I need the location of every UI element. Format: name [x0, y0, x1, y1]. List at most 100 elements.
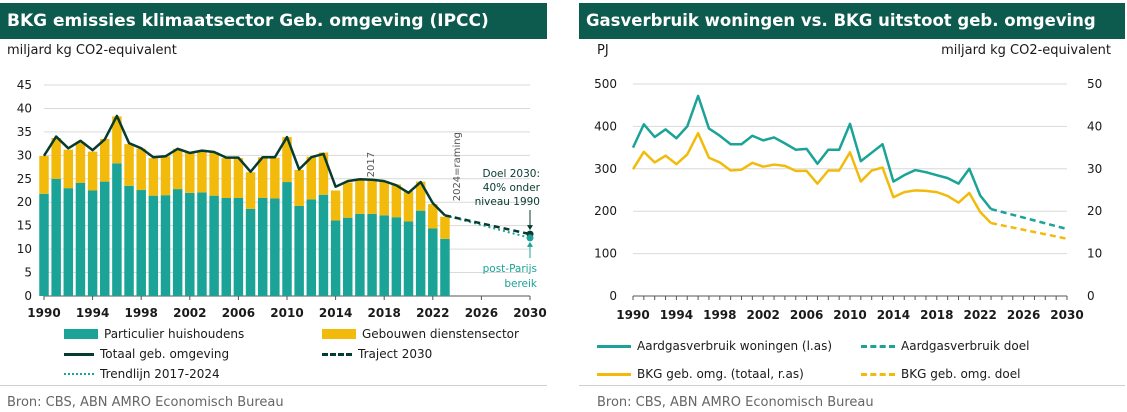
line-bkg-geb-omg — [631, 131, 992, 224]
bar-diensten — [403, 190, 414, 222]
legend-item-totaal: Totaal geb. omgeving — [64, 347, 229, 361]
bar-particulier — [124, 185, 134, 296]
bar-particulier — [245, 208, 256, 296]
y-left-tick-label: 400 — [594, 119, 617, 133]
bar-particulier — [367, 213, 377, 296]
legend-item-bkg-doel: BKG geb. omg. doel — [861, 367, 1020, 381]
y-tick-label: 35 — [17, 125, 32, 139]
legend-swatch — [64, 329, 98, 339]
y-right-tick-label: 10 — [1087, 247, 1102, 261]
x-tick-label: 2026 — [465, 306, 498, 320]
left-chart-title: BKG emissies klimaatsector Geb. omgeving… — [0, 3, 547, 39]
bar-diensten — [367, 178, 377, 214]
bar-particulier — [63, 188, 74, 296]
annotation-doel-arrowhead — [527, 225, 533, 231]
x-tick-label: 2010 — [833, 308, 866, 322]
x-tick-label: 2014 — [877, 308, 910, 322]
bar-particulier — [306, 199, 317, 296]
y-left-tick-label: 100 — [594, 247, 617, 261]
x-tick-label: 2014 — [319, 306, 352, 320]
bar-diensten — [245, 172, 256, 209]
legend-label: Aardgasverbruik doel — [901, 339, 1030, 353]
left-source-text: Bron: CBS, ABN AMRO Economisch Bureau — [7, 395, 284, 410]
bar-diensten — [257, 157, 268, 199]
bar-particulier — [87, 190, 98, 296]
y-right-tick-label: 30 — [1087, 162, 1102, 176]
x-tick-label: 1994 — [76, 306, 109, 320]
legend-swatch — [597, 344, 631, 348]
bar-diensten — [63, 149, 74, 189]
bar-diensten — [209, 152, 219, 196]
bar-particulier — [136, 190, 146, 296]
bar-diensten — [440, 216, 450, 239]
bar-particulier — [160, 195, 171, 296]
x-tick-label: 2006 — [222, 306, 255, 320]
legend-label: Gebouwen dienstensector — [362, 327, 519, 341]
bar-diensten — [75, 142, 86, 183]
bar-particulier — [428, 228, 438, 296]
annotation-doel-2030: Doel 2030: — [483, 168, 540, 180]
left-chart-panel: BKG emissies klimaatsector Geb. omgeving… — [0, 0, 552, 412]
line-totaal — [42, 114, 446, 217]
x-tick-label: 2006 — [790, 308, 823, 322]
y-tick-label: 30 — [17, 148, 32, 162]
y-right-tick-label: 0 — [1087, 289, 1095, 303]
y-tick-label: 20 — [17, 195, 32, 209]
annotation-2017: 2017 — [366, 152, 377, 177]
bar-diensten — [136, 148, 146, 191]
legend-swatch — [64, 352, 94, 356]
bar-diensten — [294, 169, 304, 206]
bar-particulier — [391, 217, 402, 296]
x-tick-label: 1998 — [124, 306, 157, 320]
bar-diensten — [330, 190, 341, 221]
bar-diensten — [172, 148, 183, 190]
y-right-tick-label: 20 — [1087, 204, 1102, 218]
annotation-post-parijs: post-Parijs — [483, 263, 537, 275]
y-tick-label: 25 — [17, 172, 32, 186]
right-left-axis-unit: PJ — [597, 43, 609, 58]
bar-diensten — [221, 158, 231, 199]
right-chart-title: Gasverbruik woningen vs. BKG uitstoot ge… — [579, 3, 1125, 39]
legend-item-traject: Traject 2030 — [322, 347, 432, 361]
bar-particulier — [75, 182, 86, 296]
legend-swatch — [322, 329, 356, 339]
bar-particulier — [233, 198, 244, 296]
bar-diensten — [112, 116, 122, 164]
bar-particulier — [257, 198, 268, 296]
right-source-divider — [579, 385, 1125, 386]
x-tick-label: 2010 — [270, 306, 303, 320]
x-tick-label: 2022 — [416, 306, 449, 320]
legend-item-aardgas: Aardgasverbruik woningen (l.as) — [597, 339, 832, 353]
bar-diensten — [148, 158, 159, 196]
legend-label: BKG geb. omg. (totaal, r.as) — [637, 367, 804, 381]
right-chart-panel: Gasverbruik woningen vs. BKG uitstoot ge… — [579, 0, 1127, 412]
x-tick-label: 2018 — [367, 306, 400, 320]
bar-particulier — [185, 192, 195, 296]
x-tick-label: 1990 — [27, 306, 60, 320]
y-tick-label: 0 — [24, 289, 32, 303]
bar-particulier — [379, 215, 389, 296]
left-chart-plot: 0 5 10 15 20 25 30 35 40 45 1990 1994 1998 2002 2006 20… — [17, 78, 547, 320]
bar-particulier — [270, 198, 280, 296]
bar-particulier — [39, 193, 49, 296]
legend-item-trendlijn: Trendlijn 2017-2024 — [64, 367, 220, 381]
bar-diensten — [233, 158, 244, 199]
bar-particulier — [51, 178, 61, 296]
y-left-tick-label: 0 — [609, 289, 617, 303]
bar-diensten — [197, 151, 207, 193]
bar-particulier — [112, 163, 122, 296]
bar-diensten — [39, 155, 49, 194]
bar-diensten — [391, 184, 402, 218]
annotation-doel-2030: niveau 1990 — [475, 196, 540, 208]
bar-diensten — [318, 152, 329, 195]
x-tick-label: 2026 — [1007, 308, 1040, 322]
bar-diensten — [355, 179, 365, 214]
bar-particulier — [197, 192, 207, 296]
legend-label: Trendlijn 2017-2024 — [100, 367, 220, 381]
bar-diensten — [428, 204, 438, 229]
legend-swatch — [861, 372, 895, 376]
bar-diensten — [306, 156, 317, 200]
legend-label: Totaal geb. omgeving — [100, 347, 230, 361]
x-tick-label: 1994 — [660, 308, 693, 322]
